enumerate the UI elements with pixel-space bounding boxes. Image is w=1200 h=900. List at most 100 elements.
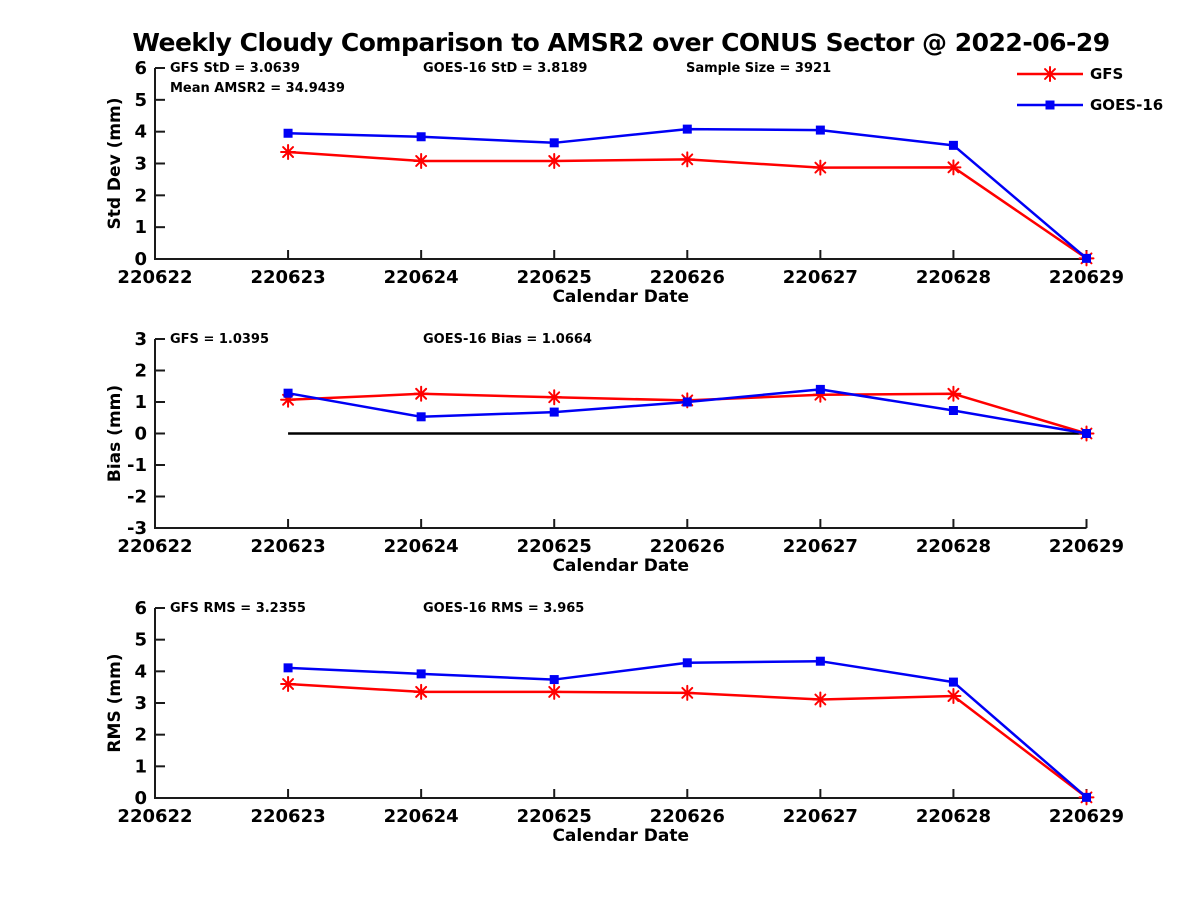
y-tick-label: 1 (134, 756, 147, 777)
x-tick-label: 220623 (250, 536, 325, 557)
stat-annotation: GFS StD = 3.0639 (170, 61, 300, 76)
square-marker (416, 412, 426, 422)
series-goes-16 (283, 384, 1091, 438)
x-tick-label: 220623 (250, 267, 325, 288)
y-tick-label: 0 (134, 788, 147, 809)
x-tick-label: 220628 (916, 806, 991, 827)
asterisk-marker (812, 691, 829, 708)
y-tick-label: 2 (134, 725, 147, 746)
stat-annotation: GFS = 1.0395 (170, 332, 269, 347)
x-tick-label: 220622 (117, 806, 192, 827)
asterisk-marker (413, 683, 430, 700)
x-tick-label: 220625 (517, 536, 592, 557)
x-tick-label: 220624 (384, 267, 459, 288)
x-axis-label: Calendar Date (552, 826, 689, 846)
y-tick-label: 5 (134, 90, 147, 111)
asterisk-marker (280, 676, 297, 692)
series-goes-16 (283, 656, 1091, 802)
square-marker (948, 140, 958, 150)
asterisk-marker (413, 385, 430, 402)
asterisk-marker (546, 683, 563, 700)
x-tick-label: 220629 (1049, 536, 1124, 557)
stat-annotation: GOES-16 StD = 3.8189 (423, 61, 587, 76)
x-tick-label: 220627 (783, 267, 858, 288)
y-tick-label: 1 (134, 392, 147, 413)
x-tick-label: 220624 (384, 806, 459, 827)
y-tick-label: 3 (134, 329, 147, 350)
square-marker (549, 407, 559, 417)
square-marker (1045, 100, 1055, 110)
stat-annotation: GFS RMS = 3.2355 (170, 601, 306, 616)
x-tick-label: 220629 (1049, 806, 1124, 827)
square-marker (283, 388, 293, 398)
square-marker (682, 124, 692, 134)
x-tick-label: 220627 (783, 536, 858, 557)
square-marker (416, 132, 426, 142)
series-line (287, 150, 1088, 260)
x-tick-label: 220622 (117, 536, 192, 557)
y-axis-label: Std Dev (mm) (105, 97, 125, 229)
asterisk-marker (679, 684, 696, 701)
asterisk-marker (413, 152, 430, 169)
x-tick-label: 220628 (916, 536, 991, 557)
x-axis-label: Calendar Date (552, 287, 689, 307)
asterisk-marker (546, 389, 563, 406)
series-gfs (280, 144, 1095, 267)
x-tick-label: 220625 (517, 806, 592, 827)
x-tick-label: 220626 (650, 267, 725, 288)
square-marker (1082, 792, 1091, 802)
square-marker (549, 138, 559, 148)
y-tick-label: 0 (134, 424, 147, 445)
y-tick-label: 0 (134, 249, 147, 270)
square-marker (815, 384, 825, 394)
stat-annotation: Mean AMSR2 = 34.9439 (170, 81, 345, 96)
y-tick-label: -2 (127, 487, 147, 508)
square-marker (549, 675, 559, 685)
y-tick-label: 2 (134, 185, 147, 206)
x-axis-label: Calendar Date (552, 556, 689, 576)
asterisk-marker (1042, 66, 1058, 82)
stat-annotation: Sample Size = 3921 (686, 61, 831, 76)
panel-bias: -3 -2 -1 0 1 2 3 220622 220623 220624 220625 220626… (105, 329, 1124, 576)
series-line (287, 682, 1088, 799)
square-marker (682, 658, 692, 668)
chart-title: Weekly Cloudy Comparison to AMSR2 over C… (132, 28, 1110, 57)
asterisk-marker (812, 159, 829, 176)
x-tick-label: 220629 (1049, 267, 1124, 288)
y-tick-label: 2 (134, 361, 147, 382)
y-tick-label: 6 (134, 58, 147, 79)
y-tick-label: 1 (134, 217, 147, 238)
square-marker (1082, 253, 1091, 263)
asterisk-marker (945, 688, 962, 705)
panel-rms: 0 1 2 3 4 5 6 220622 220623 220624 220625 220626 220… (105, 598, 1124, 846)
legend-label: GFS (1090, 65, 1123, 83)
y-axis-label: Bias (mm) (105, 385, 125, 482)
y-tick-label: 5 (134, 630, 147, 651)
asterisk-marker (280, 144, 297, 161)
series-goes-16 (283, 124, 1091, 263)
square-marker (948, 406, 958, 416)
legend: GFS GOES-16 (1017, 65, 1163, 114)
x-tick-label: 220623 (250, 806, 325, 827)
square-marker (283, 128, 293, 138)
square-marker (682, 397, 692, 407)
square-marker (815, 125, 825, 135)
y-tick-label: -3 (127, 518, 147, 539)
square-marker (948, 677, 958, 687)
y-tick-label: -1 (127, 455, 147, 476)
y-tick-label: 4 (134, 661, 147, 682)
x-tick-label: 220625 (517, 267, 592, 288)
legend-item-gfs: GFS (1017, 65, 1123, 83)
x-tick-label: 220626 (650, 536, 725, 557)
square-marker (1082, 429, 1091, 438)
x-tick-label: 220628 (916, 267, 991, 288)
axis-spines (154, 608, 1087, 799)
asterisk-marker (546, 152, 563, 169)
stat-annotation: GOES-16 RMS = 3.965 (423, 601, 584, 616)
x-tick-label: 220624 (384, 536, 459, 557)
y-tick-label: 3 (134, 154, 147, 175)
y-tick-label: 3 (134, 693, 147, 714)
y-tick-label: 4 (134, 122, 147, 143)
